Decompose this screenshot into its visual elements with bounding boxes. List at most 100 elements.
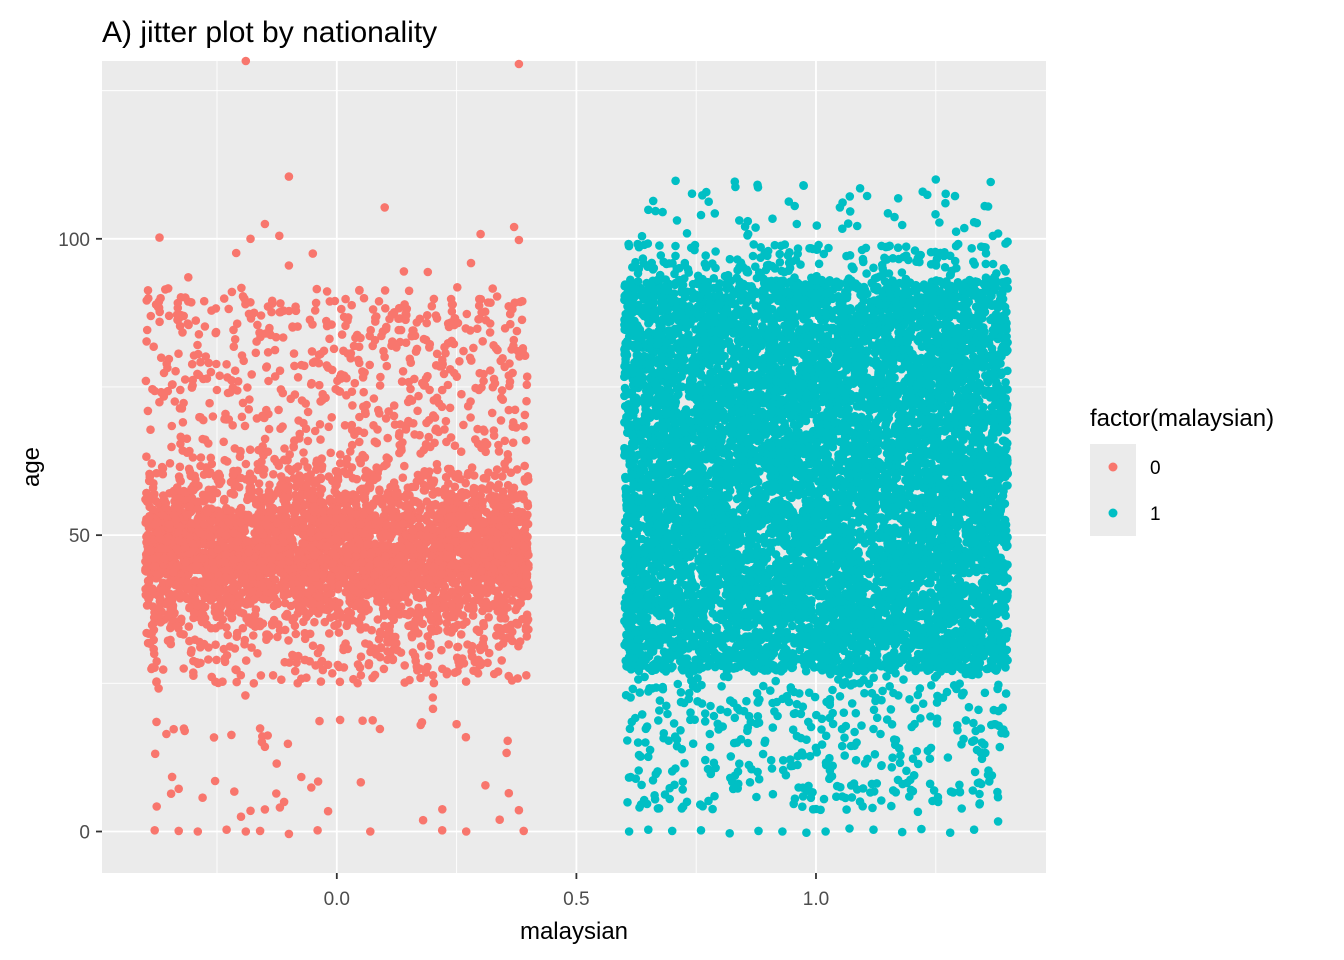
- series-0-outlier: [236, 812, 246, 821]
- series-0-point: [381, 541, 390, 550]
- series-0-outlier: [246, 806, 255, 816]
- series-0-outlier: [284, 829, 294, 839]
- series-0-point: [362, 501, 371, 510]
- series-0-point: [453, 595, 463, 604]
- series-0-point: [333, 619, 342, 629]
- series-0-point: [275, 366, 285, 376]
- series-0-point: [220, 654, 230, 663]
- series-0-point: [269, 470, 278, 479]
- series-0-point: [241, 691, 250, 700]
- series-0-point: [317, 485, 327, 494]
- series-0-point: [281, 483, 291, 492]
- series-0-point: [520, 410, 530, 420]
- series-0-point: [382, 453, 392, 462]
- series-0-point: [142, 337, 151, 346]
- series-0-outlier: [255, 724, 265, 733]
- series-0-outlier: [222, 825, 231, 834]
- series-0-point: [199, 520, 209, 529]
- series-0-point: [244, 405, 254, 414]
- series-0-outlier: [514, 59, 524, 69]
- series-0-point: [354, 355, 363, 365]
- series-0-point: [293, 462, 303, 471]
- series-0-point: [398, 473, 408, 483]
- series-0-point: [485, 328, 495, 337]
- series-0-point: [162, 729, 171, 739]
- series-0-outlier: [481, 781, 490, 790]
- series-0-point: [245, 445, 255, 455]
- series-0-point: [465, 353, 475, 363]
- series-0-point: [462, 594, 472, 604]
- series-0-point: [422, 531, 432, 541]
- series-0-point: [200, 593, 210, 603]
- series-0-point: [373, 593, 382, 602]
- series-0-point: [284, 636, 293, 645]
- series-0-point: [358, 450, 368, 460]
- series-0-point: [498, 487, 508, 497]
- series-0-point: [199, 296, 209, 306]
- series-0-point: [149, 342, 158, 352]
- series-0-point: [400, 461, 409, 471]
- series-0-point: [522, 372, 532, 382]
- series-0-point: [400, 502, 410, 511]
- series-0-point: [428, 671, 438, 680]
- series-0-point: [240, 421, 250, 431]
- series-0-point: [323, 660, 333, 670]
- series-0-point: [223, 630, 233, 640]
- series-0-point: [423, 371, 432, 381]
- series-0-point: [257, 457, 266, 467]
- series-0-point: [142, 325, 152, 335]
- series-0-point: [253, 320, 262, 330]
- series-0-point: [424, 651, 434, 660]
- series-0-point: [342, 373, 351, 383]
- series-0-point: [260, 434, 270, 444]
- series-0-point: [410, 620, 419, 630]
- series-0-point: [437, 385, 447, 395]
- series-0-point: [407, 331, 417, 341]
- series-0-point: [147, 459, 156, 468]
- series-0-point: [143, 406, 153, 416]
- series-0-point: [471, 435, 480, 444]
- series-0-outlier: [193, 827, 203, 836]
- series-0-point: [249, 679, 259, 688]
- series-0-point: [289, 613, 299, 623]
- series-0-point: [148, 384, 157, 394]
- series-0-point: [150, 749, 160, 759]
- series-0-point: [308, 493, 318, 503]
- series-0-point: [510, 405, 520, 415]
- series-0-point: [523, 579, 532, 588]
- series-0-point: [243, 582, 252, 592]
- series-0-point: [512, 326, 522, 336]
- series-0-point: [446, 294, 456, 304]
- series-0-point: [156, 293, 165, 303]
- series-0-point: [243, 513, 253, 523]
- series-0-point: [272, 518, 282, 528]
- series-0-point: [226, 477, 236, 487]
- series-0-point: [243, 383, 252, 392]
- series-0-outlier: [260, 219, 270, 229]
- series-0-point: [155, 307, 164, 317]
- series-0-point: [273, 632, 282, 642]
- series-0-point: [230, 787, 239, 796]
- series-0-point: [468, 611, 478, 620]
- series-0-point: [475, 294, 484, 304]
- series-0-point: [179, 664, 188, 673]
- series-0-point: [349, 674, 358, 684]
- series-0-point: [299, 448, 308, 457]
- series-0-point: [509, 588, 519, 597]
- series-0-point: [509, 573, 518, 583]
- series-0-point: [519, 591, 528, 600]
- series-0-point: [522, 570, 532, 579]
- series-0-point: [146, 311, 156, 321]
- series-0-point: [507, 676, 517, 685]
- series-0-point: [293, 678, 303, 688]
- series-0-point: [216, 577, 225, 586]
- series-0-point: [213, 678, 223, 688]
- series-0-point: [181, 558, 190, 567]
- series-0-point: [141, 518, 150, 527]
- series-0-point: [356, 652, 366, 661]
- series-0-point: [496, 575, 505, 584]
- series-0-point: [305, 315, 315, 325]
- series-0-point: [490, 599, 499, 608]
- series-0-point: [209, 733, 219, 742]
- series-0-point: [416, 642, 426, 651]
